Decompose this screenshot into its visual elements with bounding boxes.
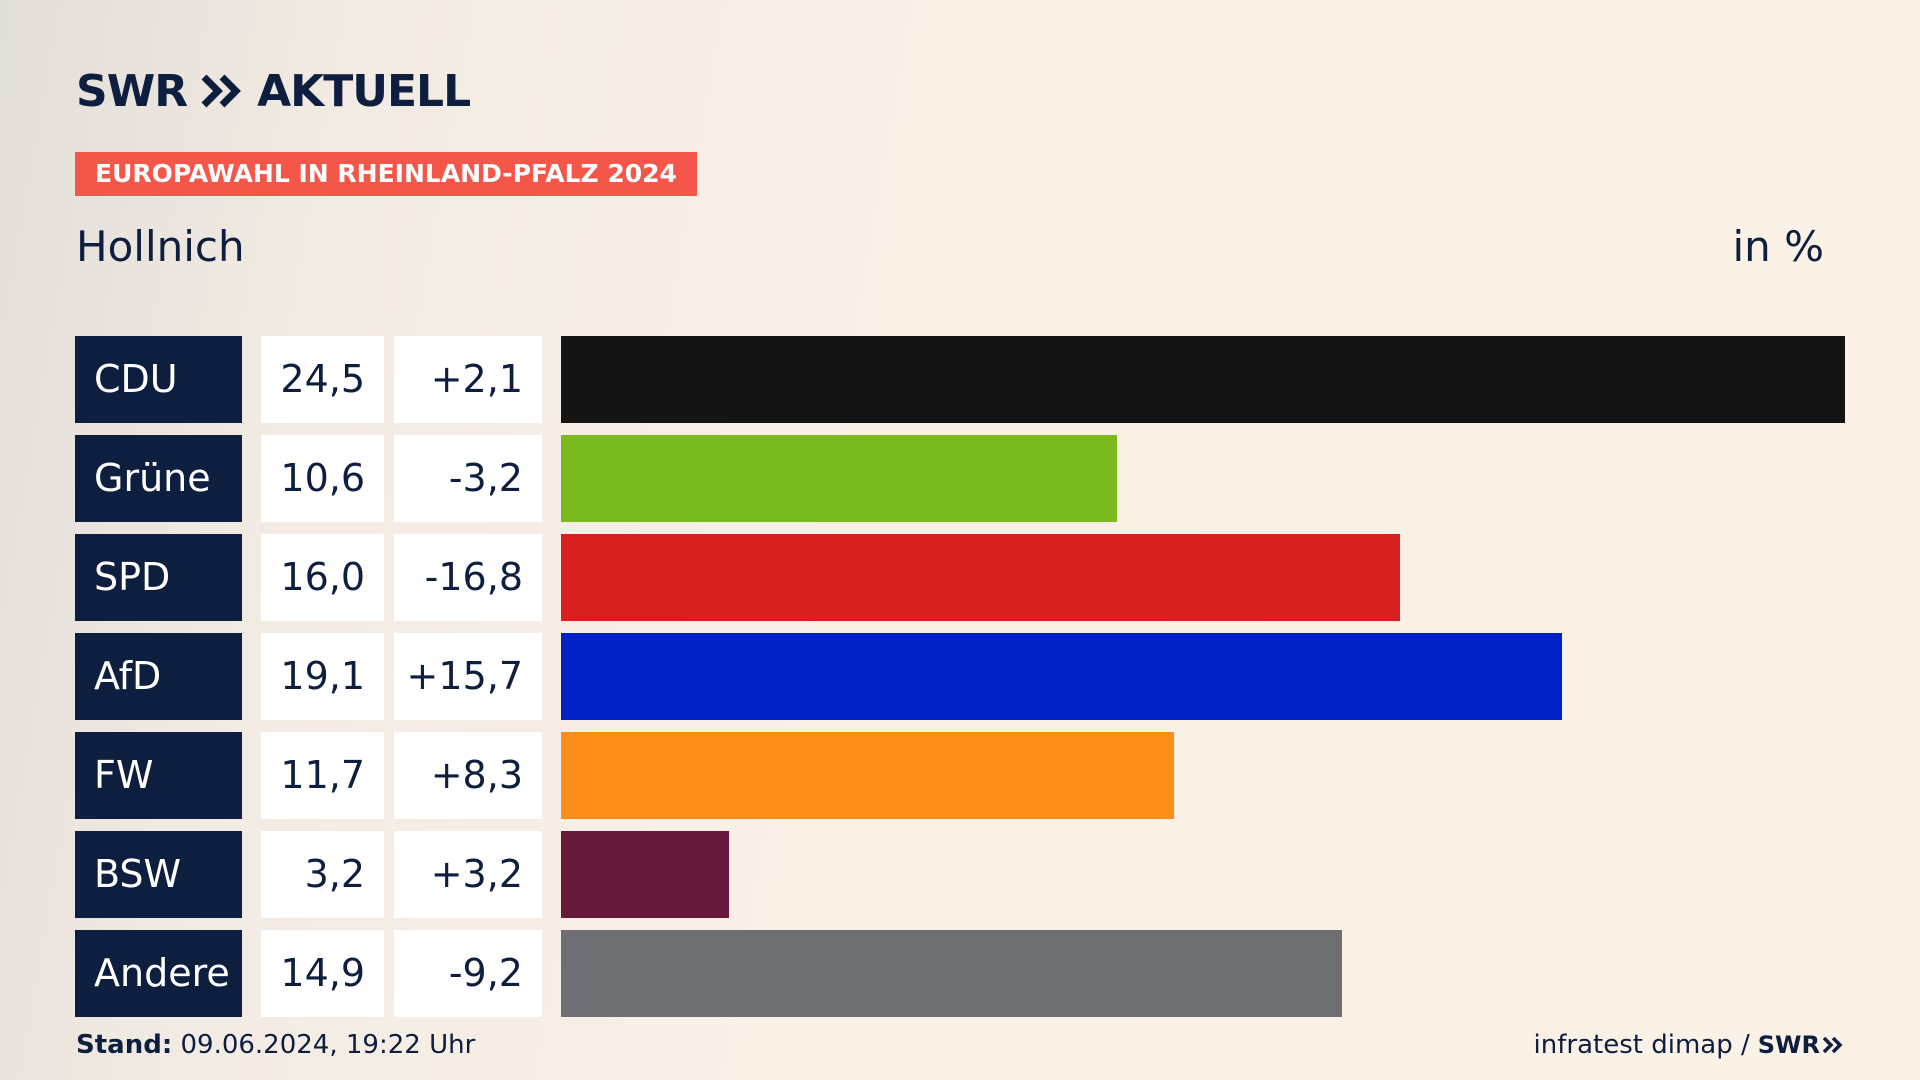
party-label: Andere [75,930,242,1017]
bar-bsw [561,831,729,918]
swr-mini-logo: SWR [1758,1031,1844,1059]
timestamp: Stand: 09.06.2024, 19:22 Uhr [76,1030,475,1060]
party-label: FW [75,732,242,819]
stand-value: 09.06.2024, 19:22 Uhr [180,1030,476,1060]
vote-share-value: 16,0 [261,534,384,621]
change-value: -3,2 [394,435,542,522]
change-value: +8,3 [394,732,542,819]
vote-share-value: 19,1 [261,633,384,720]
swr-aktuell-logo: SWR AKTUELL [76,65,471,117]
change-value: -16,8 [394,534,542,621]
mini-chevron-icon [1822,1036,1843,1054]
change-value: +2,1 [394,336,542,423]
bar-fw [561,732,1174,819]
bar-spd [561,534,1400,621]
vote-share-value: 24,5 [261,336,384,423]
brand-name: SWR [76,65,188,117]
double-chevron-icon [201,74,243,108]
party-label: SPD [75,534,242,621]
party-label: CDU [75,336,242,423]
party-label: AfD [75,633,242,720]
bar-afd [561,633,1562,720]
party-label: BSW [75,831,242,918]
party-label: Grüne [75,435,242,522]
source-text: infratest dimap / [1533,1030,1750,1060]
place-title: Hollnich [76,222,245,271]
unit-label: in % [1732,222,1824,271]
change-value: +15,7 [394,633,542,720]
bar-andere [561,930,1342,1017]
vote-share-value: 11,7 [261,732,384,819]
vote-share-value: 10,6 [261,435,384,522]
bar-cdu [561,336,1845,423]
vote-share-value: 14,9 [261,930,384,1017]
vote-share-value: 3,2 [261,831,384,918]
stand-label: Stand: [76,1030,173,1060]
change-value: -9,2 [394,930,542,1017]
source-logo-text: SWR [1757,1031,1820,1059]
election-tag: EUROPAWAHL IN RHEINLAND-PFALZ 2024 [75,152,697,196]
change-value: +3,2 [394,831,542,918]
brand-product: AKTUELL [257,65,471,117]
source-credit: infratest dimap / SWR [1534,1030,1844,1060]
bar-grne [561,435,1117,522]
